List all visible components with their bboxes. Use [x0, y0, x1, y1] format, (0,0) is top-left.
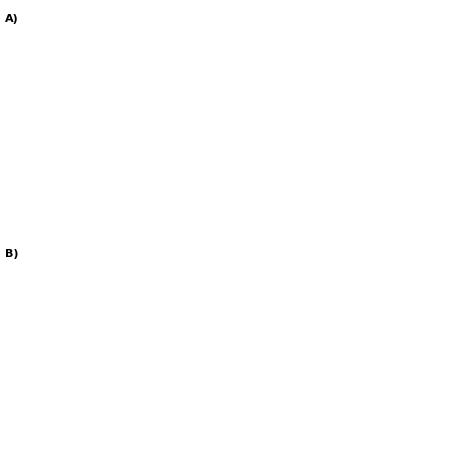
- Text: A): A): [5, 14, 19, 24]
- Text: B): B): [5, 249, 18, 259]
